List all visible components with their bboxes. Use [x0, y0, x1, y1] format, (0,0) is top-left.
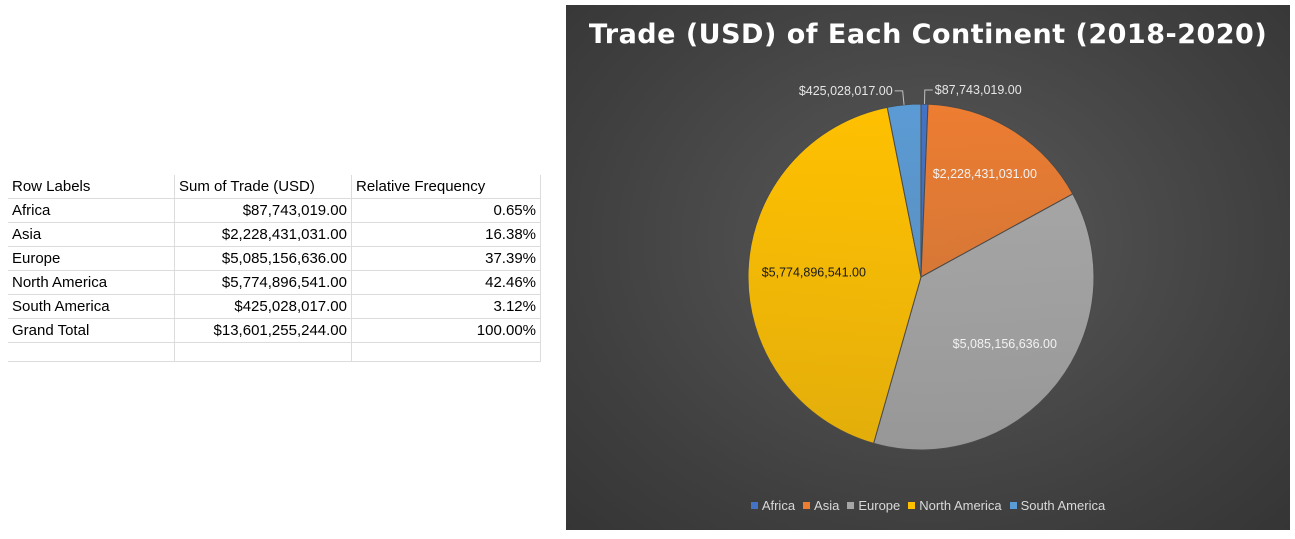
- row-sum-cell[interactable]: $2,228,431,031.00: [174, 222, 352, 247]
- empty-cell[interactable]: [174, 342, 352, 362]
- row-label-cell[interactable]: Europe: [8, 246, 175, 271]
- table-row: Africa $87,743,019.00 0.65%: [8, 198, 541, 223]
- legend-item[interactable]: Africa: [750, 498, 796, 513]
- header-sum-of-trade[interactable]: Sum of Trade (USD): [174, 175, 352, 199]
- header-row-labels[interactable]: Row Labels: [8, 175, 175, 199]
- pivot-table: Row Labels Sum of Trade (USD) Relative F…: [8, 175, 541, 362]
- legend-swatch: [750, 502, 758, 509]
- legend-label: Africa: [761, 498, 796, 513]
- row-label-cell[interactable]: Asia: [8, 222, 175, 247]
- row-freq-cell[interactable]: 3.12%: [351, 294, 541, 319]
- row-sum-cell[interactable]: $425,028,017.00: [174, 294, 352, 319]
- header-relative-frequency[interactable]: Relative Frequency: [351, 175, 541, 199]
- table-row: Europe $5,085,156,636.00 37.39%: [8, 246, 541, 271]
- legend-swatch: [1009, 502, 1017, 509]
- empty-cell[interactable]: [8, 342, 175, 362]
- row-label-cell[interactable]: South America: [8, 294, 175, 319]
- row-sum-cell[interactable]: $5,774,896,541.00: [174, 270, 352, 295]
- legend-label: Europe: [858, 498, 901, 513]
- legend-item[interactable]: Europe: [847, 498, 900, 513]
- chart-title: Trade (USD) of Each Continent (2018-2020…: [588, 19, 1268, 50]
- grand-total-sum-cell[interactable]: $13,601,255,244.00: [174, 318, 352, 343]
- legend-swatch: [908, 502, 916, 509]
- grand-total-row: Grand Total $13,601,255,244.00 100.00%: [8, 318, 541, 343]
- row-sum-cell[interactable]: $87,743,019.00: [174, 198, 352, 223]
- legend-label: South America: [1020, 498, 1106, 513]
- row-freq-cell[interactable]: 42.46%: [351, 270, 541, 295]
- legend-label: Asia: [814, 498, 840, 513]
- pie-slice-asia[interactable]: [920, 103, 1074, 278]
- table-row: Asia $2,228,431,031.00 16.38%: [8, 222, 541, 247]
- grand-total-label-cell[interactable]: Grand Total: [8, 318, 175, 343]
- row-label-cell[interactable]: Africa: [8, 198, 175, 223]
- legend-item[interactable]: North America: [908, 498, 1002, 513]
- chart-legend: Africa Asia Europe North America South Ameri…: [566, 498, 1290, 513]
- legend-label: North America: [919, 498, 1002, 513]
- pie-chart-plot: $87,743,019.00 $2,228,431,031.00 $5,085,15…: [747, 83, 1095, 451]
- empty-cell[interactable]: [351, 342, 541, 362]
- row-freq-cell[interactable]: 37.39%: [351, 246, 541, 271]
- grand-total-freq-cell[interactable]: 100.00%: [351, 318, 541, 343]
- row-label-cell[interactable]: North America: [8, 270, 175, 295]
- data-label: $425,028,017.00: [799, 84, 893, 98]
- data-label: $87,743,019.00: [935, 83, 1022, 97]
- leader-line: [924, 89, 933, 105]
- row-freq-cell[interactable]: 16.38%: [351, 222, 541, 247]
- empty-row: [8, 342, 541, 362]
- table-row: South America $425,028,017.00 3.12%: [8, 294, 541, 319]
- pie-slice-europe[interactable]: [872, 193, 1095, 451]
- legend-item[interactable]: Asia: [803, 498, 839, 513]
- data-label: $5,085,156,636.00: [953, 337, 1057, 351]
- table-header-row: Row Labels Sum of Trade (USD) Relative F…: [8, 175, 541, 199]
- table-row: North America $5,774,896,541.00 42.46%: [8, 270, 541, 295]
- pie-slice-north-america[interactable]: [747, 106, 922, 445]
- data-label: $5,774,896,541.00: [762, 266, 866, 280]
- data-label: $2,228,431,031.00: [933, 167, 1037, 181]
- legend-swatch: [803, 502, 811, 509]
- pie-chart[interactable]: $87,743,019.00 $2,228,431,031.00 $5,085,15…: [566, 5, 1290, 530]
- legend-item[interactable]: South America: [1009, 498, 1106, 513]
- row-sum-cell[interactable]: $5,085,156,636.00: [174, 246, 352, 271]
- row-freq-cell[interactable]: 0.65%: [351, 198, 541, 223]
- legend-swatch: [847, 502, 855, 509]
- leader-line: [894, 90, 905, 105]
